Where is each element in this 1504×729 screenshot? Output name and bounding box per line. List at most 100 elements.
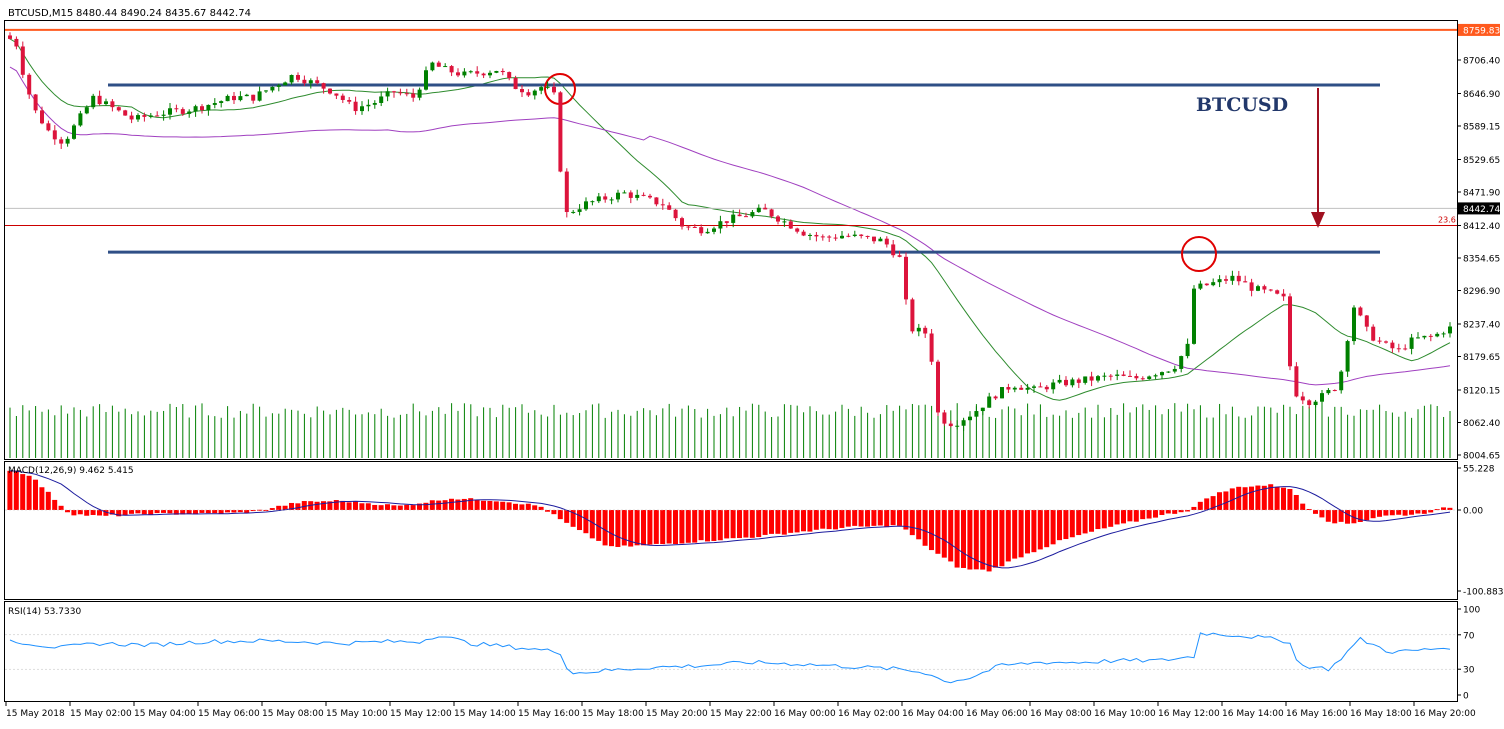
candle-body — [788, 221, 793, 229]
macd-hist-bar — [1178, 510, 1184, 513]
macd-hist-bar — [1076, 510, 1082, 536]
macd-hist-bar — [513, 503, 518, 510]
macd-hist-bar — [257, 509, 262, 511]
candle-body — [635, 194, 640, 198]
candle-body — [142, 115, 147, 117]
macd-hist-bar — [737, 510, 742, 539]
candle-body — [654, 197, 659, 205]
x-tick-label: 16 May 12:00 — [1158, 709, 1220, 719]
candle-body — [1371, 326, 1376, 341]
candle-body — [308, 80, 313, 84]
top-level-tag — [1458, 23, 1500, 36]
candle-body — [219, 101, 224, 104]
candle-body — [795, 228, 800, 232]
candle-body — [737, 214, 742, 217]
candle-body — [564, 171, 569, 213]
candle-body — [1249, 282, 1254, 291]
macd-hist-bar — [826, 510, 832, 530]
macd-hist-bar — [813, 510, 819, 530]
candle-body — [590, 201, 595, 203]
macd-hist-bar — [397, 505, 403, 510]
candle-body — [596, 196, 601, 202]
macd-hist-bar — [666, 510, 672, 544]
candle-body — [1243, 281, 1248, 283]
candle-body — [897, 255, 902, 257]
macd-hist-bar — [986, 510, 992, 572]
macd-hist-bar — [193, 510, 198, 515]
candle-body — [424, 70, 428, 90]
macd-hist-bar — [685, 510, 691, 543]
x-tick-label: 16 May 14:00 — [1222, 709, 1284, 719]
candle-body — [1288, 296, 1292, 367]
candle-body — [1012, 387, 1017, 390]
candle-body — [65, 138, 70, 144]
candle-body — [948, 423, 953, 427]
candle-body — [456, 72, 460, 76]
macd-hist-bar — [589, 510, 595, 539]
macd-hist-bar — [1025, 510, 1030, 554]
candle-body — [353, 101, 358, 112]
x-tick-label: 15 May 06:00 — [198, 709, 260, 719]
macd-hist-bar — [372, 504, 378, 510]
macd-hist-bar — [109, 510, 115, 515]
candle-body — [1441, 333, 1446, 335]
macd-hist-bar — [1242, 487, 1248, 510]
candle-body — [1409, 337, 1414, 349]
candle-body — [820, 236, 825, 238]
macd-hist-bar — [1217, 492, 1222, 510]
macd-hist-bar — [1101, 510, 1107, 529]
candle-body — [430, 62, 435, 71]
macd-hist-bar — [461, 498, 467, 510]
macd-hist-bar — [103, 510, 109, 516]
macd-hist-bar — [385, 504, 390, 510]
candle-body — [763, 207, 768, 210]
candle-body — [104, 101, 108, 105]
macd-hist-bar — [436, 500, 442, 510]
candle-body — [84, 107, 89, 114]
candle-body — [1185, 343, 1190, 357]
x-tick-label: 16 May 08:00 — [1030, 709, 1092, 719]
candle-body — [1403, 348, 1408, 350]
candle-body — [910, 299, 915, 332]
macd-hist-bar — [455, 499, 461, 510]
candle-body — [1147, 376, 1152, 379]
candle-body — [782, 221, 787, 223]
macd-hist-bar — [692, 510, 698, 543]
macd-hist-bar — [1229, 488, 1235, 510]
macd-hist-bar — [449, 498, 454, 510]
candle-body — [168, 108, 172, 115]
candle-body — [558, 92, 563, 172]
macd-hist-bar — [788, 510, 794, 533]
macd-hist-bar — [673, 510, 678, 545]
macd-hist-bar — [769, 510, 774, 534]
macd-hist-bar — [301, 501, 307, 510]
macd-hist-bar — [941, 510, 947, 558]
macd-hist-bar — [1210, 496, 1216, 510]
macd-hist-bar — [58, 505, 64, 510]
candle-body — [123, 110, 128, 116]
macd-hist-bar — [1012, 510, 1018, 559]
macd-hist-bar — [711, 510, 717, 541]
macd-hist-bar — [717, 510, 723, 541]
macd-hist-bar — [583, 510, 589, 534]
candle-body — [20, 46, 25, 75]
macd-hist-bar — [1165, 510, 1171, 514]
x-tick-label: 16 May 10:00 — [1094, 709, 1156, 719]
macd-hist-bar — [346, 502, 352, 510]
macd-hist-bar — [961, 510, 966, 568]
macd-hist-bar — [1306, 508, 1312, 510]
top-level-label: 8759.83 — [1463, 26, 1500, 36]
macd-hist-bar — [973, 510, 979, 570]
macd-hist-bar — [1345, 510, 1350, 524]
macd-hist-bar — [660, 510, 666, 545]
macd-hist-bar — [1383, 510, 1389, 516]
candle-body — [187, 111, 192, 114]
candle-body — [1115, 374, 1120, 376]
candle-body — [865, 235, 870, 237]
candle-body — [686, 226, 691, 228]
candle-body — [372, 102, 377, 105]
candle-body — [936, 361, 940, 413]
candle-body — [264, 90, 268, 92]
macd-hist-bar — [1018, 510, 1024, 558]
macd-hist-bar — [967, 510, 973, 570]
